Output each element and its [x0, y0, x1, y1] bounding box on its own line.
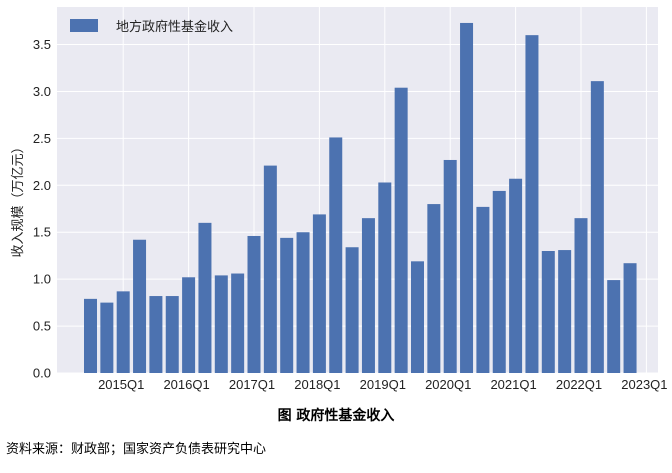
bar-2021Q4 [525, 35, 539, 374]
bar-2017Q1 [214, 275, 228, 373]
bar-chart: 0.00.51.01.52.02.53.03.5 2015Q1 2016Q1 201… [11, 7, 668, 392]
bar-2017Q2 [231, 273, 245, 373]
legend: 地方政府性基金收入 [70, 19, 233, 35]
bar-2018Q3 [312, 214, 326, 373]
bar-2022Q3 [574, 218, 588, 373]
x-tick-label: 2015Q1 [98, 377, 144, 392]
x-tick-label: 2022Q1 [556, 377, 602, 392]
x-tick-label: 2020Q1 [425, 377, 471, 392]
bar-2019Q4 [394, 87, 408, 373]
bar-2018Q1 [280, 237, 294, 373]
bar-2016Q4 [198, 222, 212, 373]
bar-2023Q1 [607, 280, 621, 373]
bar-2020Q1 [411, 261, 424, 373]
y-tick-label: 1.5 [33, 225, 51, 240]
y-tick-label: 0.5 [33, 319, 51, 334]
bar-2022Q4 [590, 81, 604, 373]
bars [84, 22, 637, 374]
y-tick-label: 2.5 [33, 131, 51, 146]
bar-2021Q3 [509, 178, 523, 373]
bar-2018Q2 [296, 232, 310, 373]
x-tick-label: 2023Q1 [621, 377, 667, 392]
bar-2016Q2 [165, 296, 179, 373]
x-tick-label: 2017Q1 [229, 377, 275, 392]
x-axis-ticks: 2015Q1 2016Q1 2017Q1 2018Q1 2019Q1 2020Q1 2021… [98, 377, 667, 392]
x-tick-label: 2019Q1 [360, 377, 406, 392]
bar-2015Q4 [133, 239, 147, 373]
bar-2023Q2 [623, 263, 637, 373]
bar-2019Q1 [345, 247, 359, 373]
source-note: 资料来源：财政部；国家资产负债表研究中心 [6, 442, 267, 457]
y-tick-label: 2.0 [33, 178, 51, 193]
y-tick-label: 1.0 [33, 272, 51, 287]
x-tick-label: 2021Q1 [490, 377, 536, 392]
bar-2017Q3 [247, 235, 261, 373]
bar-2017Q4 [263, 165, 277, 373]
bar-2015Q1 [84, 298, 97, 373]
x-tick-label: 2018Q1 [294, 377, 340, 392]
bar-2016Q3 [182, 277, 196, 373]
bar-2020Q2 [427, 204, 441, 373]
bar-2015Q3 [116, 291, 130, 373]
bar-2021Q1 [476, 206, 490, 373]
bar-2020Q4 [460, 22, 474, 373]
y-axis-title: 收入规模（万亿元） [11, 140, 26, 257]
bar-2019Q3 [378, 182, 392, 373]
figure-caption: 图 政府性基金收入 [277, 408, 395, 424]
y-tick-label: 3.5 [33, 37, 51, 52]
legend-label: 地方政府性基金收入 [116, 19, 233, 35]
y-tick-label: 0.0 [33, 366, 51, 381]
bar-2021Q2 [492, 190, 506, 373]
bar-2020Q3 [443, 159, 457, 373]
bar-2018Q4 [329, 137, 343, 373]
x-tick-label: 2016Q1 [163, 377, 209, 392]
bar-2019Q2 [361, 218, 375, 373]
bar-2022Q1 [541, 251, 555, 373]
y-tick-label: 3.0 [33, 84, 51, 99]
bar-2015Q2 [100, 302, 114, 373]
bar-2016Q1 [149, 296, 163, 373]
y-axis-ticks: 0.0 0.5 1.0 1.5 2.0 2.5 3.0 3.5 [33, 37, 51, 380]
bar-2022Q2 [558, 250, 572, 373]
legend-swatch [70, 19, 98, 32]
